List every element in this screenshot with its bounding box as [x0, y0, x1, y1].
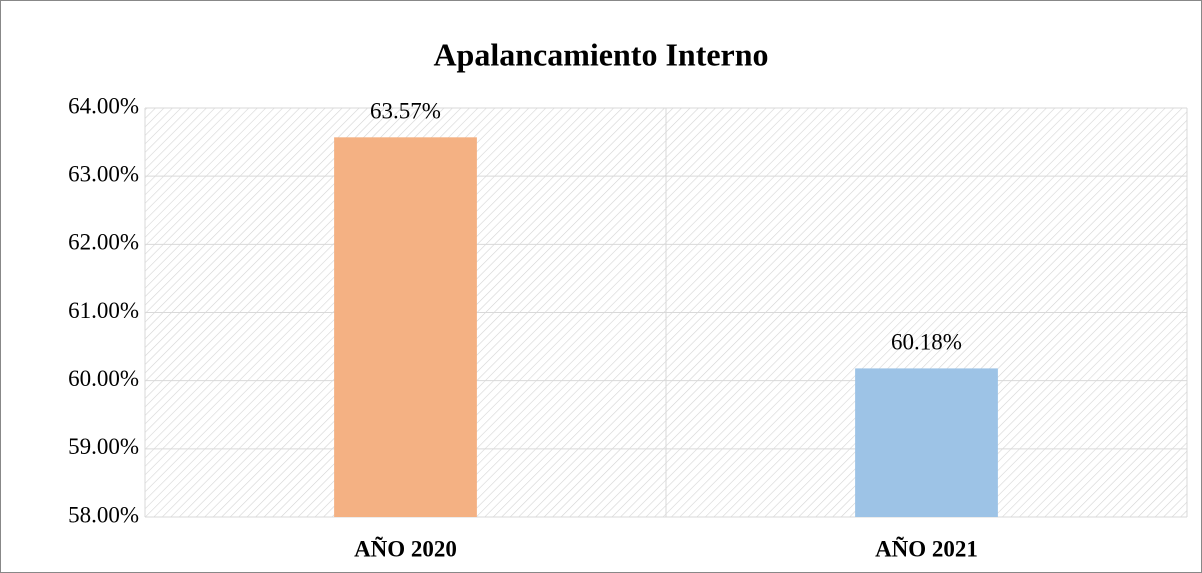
y-tick-label: 60.00%	[68, 366, 139, 391]
x-tick-label: AÑO 2021	[875, 536, 978, 561]
value-label: 60.18%	[891, 330, 962, 355]
y-tick-label: 58.00%	[68, 502, 139, 527]
bar	[855, 368, 998, 517]
y-tick-label: 61.00%	[68, 298, 139, 323]
y-tick-label: 63.00%	[68, 161, 139, 186]
bar	[334, 137, 477, 518]
x-tick-label: AÑO 2020	[354, 536, 457, 561]
y-tick-label: 59.00%	[68, 434, 139, 459]
chart-title: Apalancamiento Interno	[433, 36, 768, 72]
y-tick-label: 62.00%	[68, 230, 139, 255]
value-label: 63.57%	[370, 99, 441, 124]
y-tick-label: 64.00%	[68, 93, 139, 118]
